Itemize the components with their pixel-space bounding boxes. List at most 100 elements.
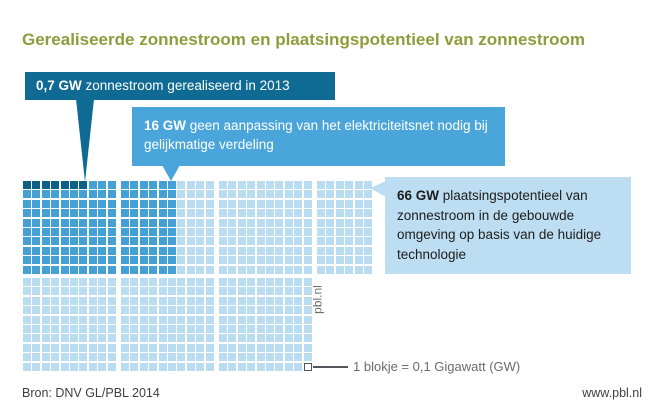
waffle-cell-potential [247, 246, 256, 255]
waffle-cell-potential [186, 334, 195, 343]
waffle-cell-potential [219, 265, 227, 274]
waffle-cell-grid-ok [139, 237, 148, 246]
waffle-cell-potential [196, 265, 205, 274]
waffle-cell-grid-ok [51, 218, 60, 227]
waffle-cell-potential [247, 237, 256, 246]
waffle-cell-potential [121, 287, 129, 296]
waffle-cell-potential [32, 278, 41, 286]
waffle-cell-potential [196, 209, 205, 218]
waffle-cell-potential [130, 296, 139, 305]
waffle-cell-potential [167, 353, 176, 362]
waffle-cell-potential [186, 287, 195, 296]
waffle-cell-potential [237, 256, 246, 265]
waffle-cell-grid-ok [130, 181, 139, 189]
waffle-cell-potential [228, 334, 237, 343]
waffle-cell-potential [275, 190, 284, 199]
waffle-cell-potential [196, 227, 205, 236]
waffle-cell-grid-ok [23, 237, 31, 246]
waffle-cell-potential [196, 278, 205, 286]
waffle-cell-potential [158, 296, 167, 305]
waffle-cell-potential [294, 306, 303, 315]
waffle-cell-potential [41, 306, 50, 315]
waffle-cell-potential [139, 287, 148, 296]
waffle-cell-potential [256, 209, 265, 218]
waffle-cell-potential [247, 227, 256, 236]
waffle-cell-grid-ok [158, 265, 167, 274]
waffle-cell-grid-ok [88, 265, 97, 274]
waffle-cell-potential [23, 296, 31, 305]
waffle-cell-potential [294, 199, 303, 208]
waffle-cell-potential [196, 237, 205, 246]
waffle-cell-potential [345, 227, 354, 236]
waffle-cell-grid-ok [41, 209, 50, 218]
waffle-cell-potential [130, 343, 139, 352]
waffle-cell-potential [294, 315, 303, 324]
waffle-cell-grid-ok [149, 227, 158, 236]
waffle-cell-potential [284, 209, 293, 218]
waffle-cell-potential [228, 199, 237, 208]
waffle-cell-potential [177, 265, 186, 274]
waffle-cell-potential [303, 296, 312, 305]
waffle-cell-potential [317, 209, 325, 218]
waffle-cell-grid-ok [130, 218, 139, 227]
waffle-cell-grid-ok [98, 190, 107, 199]
waffle-cell-potential [186, 265, 195, 274]
waffle-cell-potential [275, 246, 284, 255]
waffle-cell-potential [303, 181, 312, 189]
waffle-cell-potential [32, 296, 41, 305]
waffle-cell-grid-ok [158, 246, 167, 255]
waffle-cell-potential [247, 324, 256, 333]
waffle-cell-grid-ok [121, 181, 129, 189]
waffle-cell-potential [219, 306, 227, 315]
waffle-cell-grid-ok [149, 246, 158, 255]
waffle-cell-potential [98, 353, 107, 362]
waffle-cell-grid-ok [139, 181, 148, 189]
waffle-cell-potential [326, 265, 335, 274]
waffle-cell-potential [228, 227, 237, 236]
website-link[interactable]: www.pbl.nl [582, 386, 642, 400]
waffle-cell-potential [121, 334, 129, 343]
waffle-cell-grid-ok [130, 265, 139, 274]
waffle-cell-potential [219, 287, 227, 296]
waffle-cell-potential [265, 227, 274, 236]
waffle-cell-potential [303, 265, 312, 274]
waffle-cell-potential [149, 324, 158, 333]
waffle-cell-potential [88, 296, 97, 305]
waffle-cell-potential [196, 181, 205, 189]
waffle-cell-potential [186, 181, 195, 189]
waffle-cell-potential [335, 227, 344, 236]
waffle-cell-potential [237, 362, 246, 371]
waffle-cell-potential [256, 287, 265, 296]
waffle-cell-potential [205, 324, 214, 333]
waffle-cell-grid-ok [23, 190, 31, 199]
waffle-cell-potential [247, 256, 256, 265]
waffle-cell-potential [69, 315, 78, 324]
waffle-cell-potential [23, 315, 31, 324]
waffle-cell-potential [186, 218, 195, 227]
waffle-cell-potential [317, 199, 325, 208]
waffle-cell-potential [363, 199, 372, 208]
waffle-cell-grid-ok [51, 199, 60, 208]
waffle-cell-potential [41, 362, 50, 371]
waffle-cell-potential [247, 218, 256, 227]
waffle-cell-potential [205, 278, 214, 286]
waffle-cell-potential [41, 334, 50, 343]
waffle-cell-potential [23, 278, 31, 286]
waffle-cell-grid-ok [51, 209, 60, 218]
waffle-cell-grid-ok [121, 265, 129, 274]
waffle-cell-potential [294, 362, 303, 371]
waffle-cell-potential [60, 306, 69, 315]
waffle-cell-potential [139, 306, 148, 315]
waffle-cell-grid-ok [23, 209, 31, 218]
waffle-cell-potential [107, 306, 116, 315]
waffle-cell-potential [23, 306, 31, 315]
waffle-group-top-4 [317, 181, 372, 274]
waffle-cell-potential [256, 227, 265, 236]
waffle-cell-grid-ok [139, 256, 148, 265]
waffle-cell-potential [275, 199, 284, 208]
waffle-cell-potential [326, 190, 335, 199]
waffle-cell-potential [167, 287, 176, 296]
waffle-cell-grid-ok [88, 237, 97, 246]
waffle-cell-grid-ok [158, 209, 167, 218]
waffle-cell-grid-ok [121, 237, 129, 246]
